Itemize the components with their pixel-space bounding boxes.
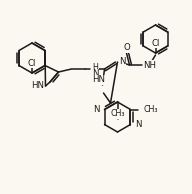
Text: HN: HN (92, 75, 105, 85)
Text: N: N (119, 57, 126, 67)
Text: N: N (93, 105, 99, 114)
Text: Cl: Cl (151, 38, 160, 48)
Text: N: N (93, 69, 99, 78)
Text: N: N (136, 120, 142, 129)
Text: NH: NH (143, 61, 156, 69)
Text: O: O (123, 43, 130, 53)
Text: HN: HN (31, 81, 44, 90)
Text: Cl: Cl (28, 59, 36, 68)
Text: CH₃: CH₃ (143, 105, 158, 114)
Text: H: H (93, 63, 98, 73)
Text: CH₃: CH₃ (110, 109, 125, 119)
